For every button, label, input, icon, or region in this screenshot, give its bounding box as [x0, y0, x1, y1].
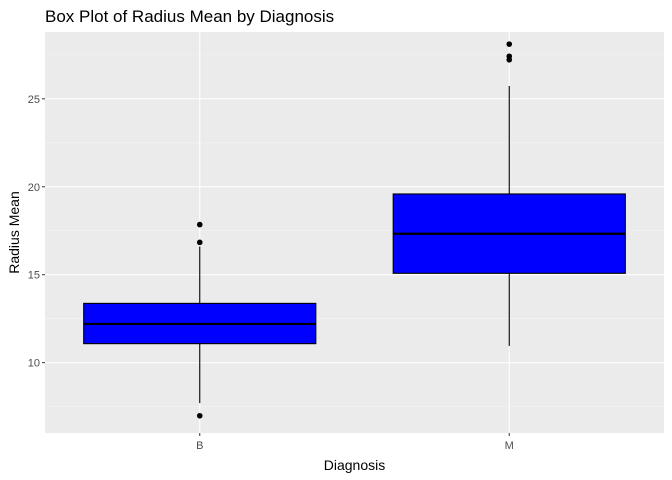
y-axis-title: Radius Mean: [6, 191, 22, 274]
y-axis-ticks: 10 15 20 25: [28, 94, 45, 370]
y-tick-label: 10: [28, 358, 40, 370]
x-tick-label: B: [196, 440, 203, 452]
chart-title: Box Plot of Radius Mean by Diagnosis: [45, 7, 334, 26]
x-tick-label: M: [505, 440, 514, 452]
y-tick-label: 25: [28, 94, 40, 106]
boxes: [83, 41, 626, 419]
outlier-point: [196, 221, 203, 228]
outlier-point: [506, 53, 513, 60]
box-m: [392, 41, 626, 346]
outlier-point: [506, 41, 513, 47]
outlier-point: [196, 412, 203, 419]
y-tick-label: 15: [28, 270, 40, 282]
outlier-point: [196, 239, 203, 246]
box-b: [83, 221, 317, 419]
y-tick-label: 20: [28, 182, 40, 194]
x-axis-title: Diagnosis: [324, 457, 385, 473]
